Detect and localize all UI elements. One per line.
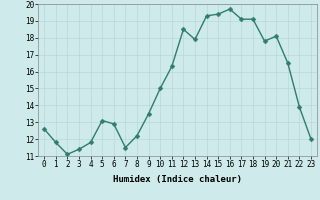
X-axis label: Humidex (Indice chaleur): Humidex (Indice chaleur) (113, 175, 242, 184)
